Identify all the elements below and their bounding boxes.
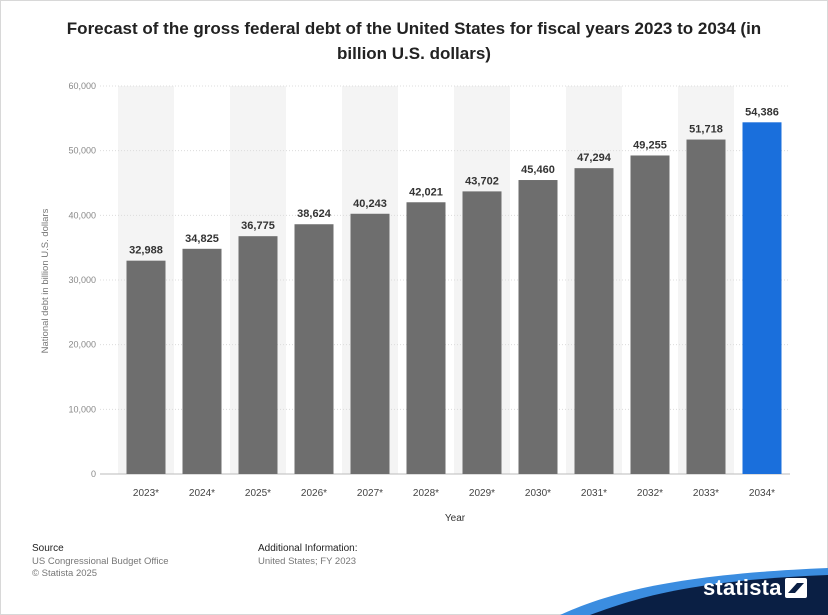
x-tick-label: 2031* <box>581 488 607 499</box>
statista-logo-text[interactable]: statista <box>703 575 782 600</box>
additional-info-heading: Additional Information: <box>258 543 358 554</box>
bar-2030 <box>518 180 558 474</box>
bar-2025 <box>238 236 278 474</box>
source-block: Source US Congressional Budget Office © … <box>32 543 169 581</box>
bar-2027 <box>350 213 390 474</box>
y-tick-label: 20,000 <box>68 340 96 350</box>
x-tick-label: 2032* <box>637 488 663 499</box>
source-heading: Source <box>32 543 64 554</box>
data-label: 49,255 <box>633 139 667 151</box>
bar-2031 <box>574 168 614 474</box>
data-label: 43,702 <box>465 175 499 187</box>
additional-info-text: United States; FY 2023 <box>258 555 357 567</box>
x-tick-label: 2027* <box>357 488 383 499</box>
data-label: 38,624 <box>297 208 332 220</box>
bar-2029 <box>462 191 502 474</box>
y-axis-label: National debt in billion U.S. dollars <box>40 208 51 353</box>
data-label: 40,243 <box>353 198 387 210</box>
copyright-text: © Statista 2025 <box>32 568 98 579</box>
x-tick-label: 2029* <box>469 488 495 499</box>
bar-2026 <box>294 224 334 474</box>
bar-2032 <box>630 155 670 475</box>
y-tick-label: 0 <box>91 469 96 479</box>
y-tick-label: 10,000 <box>68 404 96 414</box>
x-tick-label: 2028* <box>413 488 439 499</box>
y-tick-label: 40,000 <box>68 210 96 220</box>
source-text: US Congressional Budget Office <box>32 555 169 567</box>
data-label: 45,460 <box>521 164 555 176</box>
bar-2024 <box>182 248 222 474</box>
x-axis-label: Year <box>445 513 466 524</box>
statista-logo-icon <box>785 578 807 598</box>
x-tick-label: 2024* <box>189 488 215 499</box>
data-label: 34,825 <box>185 233 219 245</box>
data-label: 42,021 <box>409 186 443 198</box>
bar-2023 <box>126 260 166 474</box>
chart-title: Forecast of the gross federal debt of th… <box>66 19 762 63</box>
y-tick-label: 50,000 <box>68 146 96 156</box>
x-tick-label: 2030* <box>525 488 551 499</box>
bar-2034 <box>742 122 782 474</box>
data-label: 36,775 <box>241 220 275 232</box>
x-tick-label: 2033* <box>693 488 719 499</box>
labels-layer: 0 10,000 20,000 30,000 40,000 50,000 60,000 32,… <box>68 81 778 499</box>
data-label: 32,988 <box>129 245 163 257</box>
x-tick-label: 2026* <box>301 488 327 499</box>
bar-2033 <box>686 139 726 474</box>
y-tick-label: 30,000 <box>68 275 96 285</box>
x-tick-label: 2025* <box>245 488 271 499</box>
data-label: 54,386 <box>745 106 779 118</box>
data-label: 51,718 <box>689 124 723 136</box>
y-tick-label: 60,000 <box>68 81 96 91</box>
data-label: 47,294 <box>577 152 612 164</box>
additional-info-block: Additional Information: United States; F… <box>258 543 358 568</box>
x-tick-label: 2023* <box>133 488 159 499</box>
bars-layer <box>126 122 782 475</box>
x-tick-label: 2034* <box>749 488 775 499</box>
bar-2028 <box>406 202 446 474</box>
